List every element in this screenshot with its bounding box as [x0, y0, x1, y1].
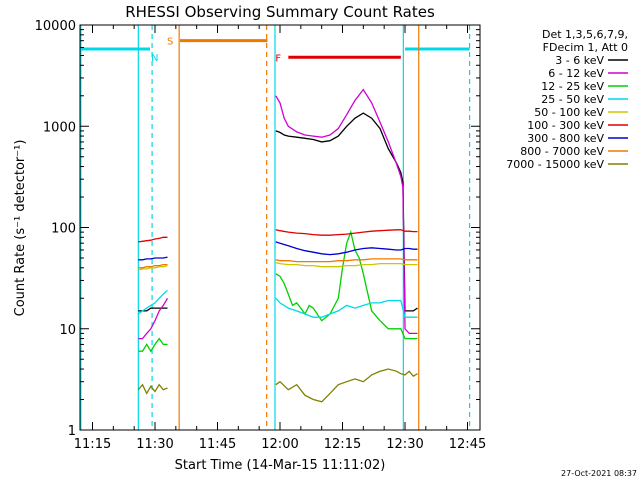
- legend: Det 1,3,5,6,7,9,FDecim 1, Att 03 - 6 keV…: [506, 28, 628, 171]
- series-line-5: [275, 229, 418, 236]
- footer-timestamp: 27-Oct-2021 08:37: [561, 469, 637, 478]
- plot-frame: [79, 24, 481, 431]
- legend-entry-label: 100 - 300 keV: [527, 119, 604, 132]
- x-tick-label: 11:30: [136, 437, 173, 452]
- x-tick-label: 12:30: [386, 437, 423, 452]
- y-axis-label: Count Rate (s⁻¹ detector⁻¹): [13, 140, 28, 317]
- series-line-6: [138, 256, 168, 261]
- y-tick-label: 100: [51, 222, 76, 237]
- legend-entry-label: 12 - 25 keV: [541, 80, 604, 93]
- x-tick-label: 12:15: [324, 437, 361, 452]
- x-tick-label: 12:45: [449, 437, 486, 452]
- legend-entry-label: 50 - 100 keV: [534, 106, 604, 119]
- y-tick-label: 10000: [35, 19, 76, 34]
- series-line-8: [275, 368, 418, 403]
- chart-title: RHESSI Observing Summary Count Rates: [125, 3, 435, 21]
- y-tick-label: 1: [68, 424, 76, 439]
- legend-entry-label: 25 - 50 keV: [541, 93, 604, 106]
- flag-label-n: N: [151, 53, 158, 64]
- legend-entry-label: 7000 - 15000 keV: [506, 158, 604, 171]
- series-line-2: [275, 229, 418, 340]
- flag-label-s: S: [167, 37, 173, 48]
- legend-header-line: FDecim 1, Att 0: [543, 41, 628, 54]
- x-tick-label: 12:00: [261, 437, 298, 452]
- legend-entry-label: 6 - 12 keV: [548, 67, 604, 80]
- series-line-1: [138, 297, 169, 340]
- series-line-3: [137, 289, 168, 315]
- series-line-4: [138, 264, 168, 271]
- series-line-0: [275, 112, 418, 312]
- x-axis-label: Start Time (14-Mar-15 11:11:02): [175, 458, 386, 473]
- series-line-3: [275, 297, 418, 318]
- series-layer: [137, 88, 418, 403]
- flag-label-f: F: [275, 53, 281, 64]
- x-tick-label: 11:15: [74, 437, 111, 452]
- series-line-1: [275, 88, 418, 335]
- series-line-8: [137, 383, 168, 395]
- series-line-2: [138, 337, 168, 353]
- y-tick-label: 10: [59, 323, 76, 338]
- series-line-6: [275, 241, 418, 256]
- x-tick-label: 11:45: [199, 437, 236, 452]
- series-line-4: [275, 261, 418, 268]
- legend-header-line: Det 1,3,5,6,7,9,: [542, 28, 628, 41]
- series-line-5: [138, 236, 168, 243]
- vertical-lines-layer: [80, 25, 471, 430]
- legend-entry-label: 800 - 7000 keV: [520, 145, 604, 158]
- series-line-7: [138, 263, 168, 269]
- legend-entry-label: 300 - 800 keV: [527, 132, 604, 145]
- legend-entry-label: 3 - 6 keV: [555, 54, 604, 67]
- axes-layer: 11:15 11:30 11:45 12:00 12:15 12:30 12:45 1 10 10…: [35, 19, 487, 452]
- y-tick-label: 1000: [43, 120, 76, 135]
- series-line-7: [275, 258, 418, 263]
